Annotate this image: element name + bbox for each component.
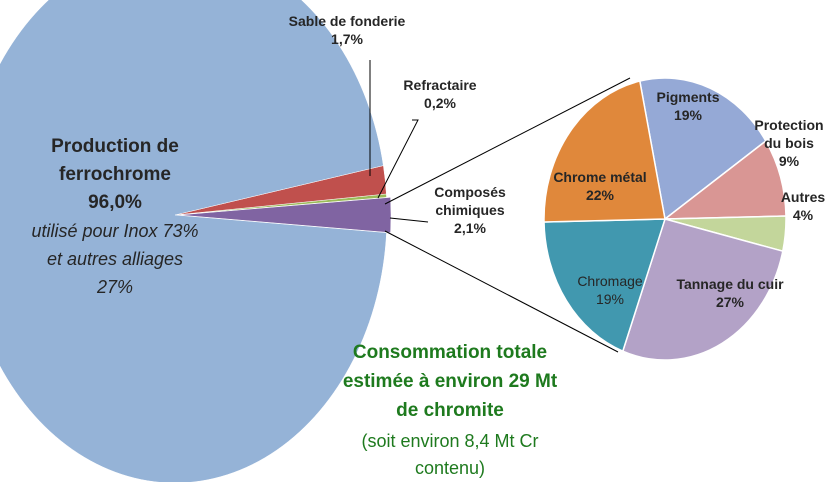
- slice-label: Chromage 19%: [555, 272, 665, 308]
- slice-label: Autres 4%: [773, 188, 829, 224]
- leader-line: [389, 217, 429, 223]
- slice-label: Refractaire 0,2%: [380, 76, 500, 112]
- category-label: Chrome métal: [553, 169, 647, 185]
- value-label: 2,1%: [454, 220, 486, 236]
- pie-slice: [543, 80, 666, 223]
- category-label: Production de ferrochrome: [51, 136, 179, 185]
- value-label: 0,2%: [424, 95, 456, 111]
- slice-label: Sable de fonderie 1,7%: [272, 12, 422, 48]
- category-label: Refractaire: [403, 77, 477, 93]
- value-label: 19%: [595, 291, 625, 307]
- pie-slice: [543, 218, 667, 353]
- value-label: 96,0%: [88, 192, 142, 213]
- value-label: 1,7%: [331, 31, 363, 47]
- slice-label: Pigments 19%: [643, 88, 733, 124]
- pie-slice: [638, 77, 767, 221]
- pies: [0, 0, 787, 482]
- connector: [384, 230, 619, 353]
- slice-note: utilisé pour Inox 73% et autres alliages…: [31, 221, 199, 297]
- category-label: Sable de fonderie: [288, 13, 406, 29]
- category-label: Autres: [780, 189, 826, 205]
- pie-slice: [662, 139, 787, 220]
- slice-label: Chrome métal 22%: [540, 168, 660, 204]
- value-label: 19%: [673, 107, 703, 123]
- value-label: 4%: [792, 207, 814, 223]
- value-label: 22%: [585, 187, 615, 203]
- category-label: Composés chimiques: [434, 184, 506, 218]
- category-label: Chromage: [577, 273, 643, 289]
- annotation: Consommation totale estimée à environ 29…: [342, 342, 558, 421]
- slice-label: Tannage du cuir 27%: [660, 275, 800, 311]
- connector: [384, 77, 631, 205]
- category-label: Tannage du cuir: [676, 276, 784, 292]
- pie-slice: [178, 197, 392, 233]
- slice-label: Protection du bois 9%: [749, 116, 829, 170]
- category-label: Pigments: [656, 89, 720, 105]
- category-label: Protection du bois: [754, 117, 824, 151]
- value-label: 27%: [715, 294, 745, 310]
- leader-line: [377, 119, 419, 199]
- value-label: 9%: [778, 153, 800, 169]
- slice-label: Production de ferrochrome 96,0% utilisé po…: [20, 133, 210, 301]
- pie-slice: [0, 0, 387, 482]
- annotation: (soit environ 8,4 Mt Cr contenu): [361, 431, 539, 478]
- pie-slice: [621, 218, 784, 361]
- slice-label: Composés chimiques 2,1%: [415, 183, 525, 237]
